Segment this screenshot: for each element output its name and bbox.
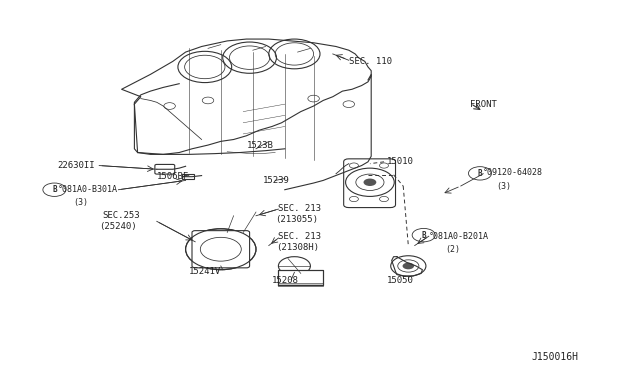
FancyBboxPatch shape — [344, 159, 396, 208]
Bar — [278, 270, 323, 285]
FancyBboxPatch shape — [192, 231, 250, 268]
Text: 1523B: 1523B — [246, 141, 273, 150]
Text: B: B — [421, 231, 426, 240]
Text: SEC. 213: SEC. 213 — [278, 204, 321, 213]
Text: 15241V: 15241V — [189, 267, 221, 276]
Text: 22630II: 22630II — [58, 161, 95, 170]
Text: °081A0-B301A: °081A0-B301A — [58, 185, 118, 194]
Text: SEC. 213: SEC. 213 — [278, 232, 321, 241]
Text: 15050: 15050 — [387, 276, 414, 285]
FancyBboxPatch shape — [155, 164, 175, 174]
Text: 15010: 15010 — [387, 157, 414, 166]
Text: (2): (2) — [445, 245, 460, 254]
Text: 15208: 15208 — [272, 276, 299, 285]
Text: 15239: 15239 — [262, 176, 289, 185]
Bar — [278, 283, 323, 286]
Text: J150016H: J150016H — [531, 352, 578, 362]
Text: SEC.253: SEC.253 — [102, 211, 140, 220]
Ellipse shape — [398, 260, 419, 272]
Text: °09120-64028: °09120-64028 — [483, 169, 543, 177]
Text: FRONT: FRONT — [470, 100, 497, 109]
Text: SEC. 110: SEC. 110 — [349, 57, 392, 66]
Circle shape — [364, 179, 376, 186]
Circle shape — [403, 263, 414, 269]
Text: B: B — [52, 185, 57, 194]
Text: (3): (3) — [496, 182, 511, 190]
Ellipse shape — [390, 256, 426, 276]
Text: (21308H): (21308H) — [276, 243, 319, 252]
Text: (213055): (213055) — [275, 215, 318, 224]
Text: (25240): (25240) — [99, 222, 137, 231]
Text: (3): (3) — [74, 198, 88, 207]
Text: 1506BF: 1506BF — [157, 172, 189, 181]
Text: B: B — [477, 169, 483, 178]
Text: °081A0-B201A: °081A0-B201A — [429, 232, 489, 241]
Bar — [182, 174, 194, 179]
